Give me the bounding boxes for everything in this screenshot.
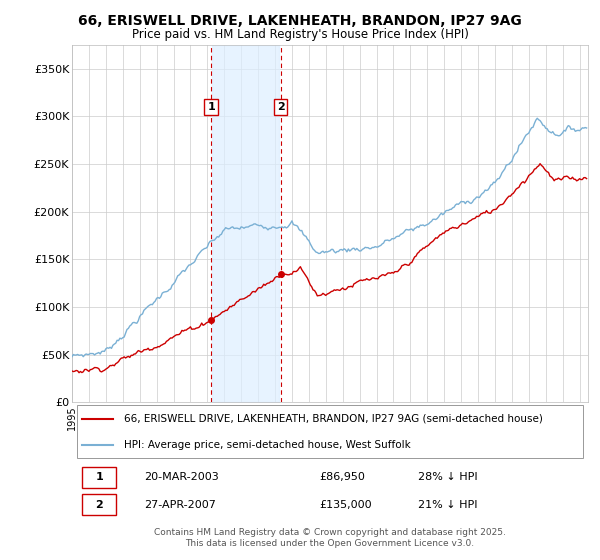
- Text: 21% ↓ HPI: 21% ↓ HPI: [418, 500, 477, 510]
- Text: 2: 2: [277, 102, 284, 112]
- FancyBboxPatch shape: [82, 467, 116, 488]
- Text: 66, ERISWELL DRIVE, LAKENHEATH, BRANDON, IP27 9AG (semi-detached house): 66, ERISWELL DRIVE, LAKENHEATH, BRANDON,…: [124, 414, 542, 424]
- Text: Contains HM Land Registry data © Crown copyright and database right 2025.
This d: Contains HM Land Registry data © Crown c…: [154, 528, 506, 548]
- Text: 1: 1: [207, 102, 215, 112]
- Text: £86,950: £86,950: [320, 473, 365, 482]
- FancyBboxPatch shape: [82, 494, 116, 515]
- Text: 66, ERISWELL DRIVE, LAKENHEATH, BRANDON, IP27 9AG: 66, ERISWELL DRIVE, LAKENHEATH, BRANDON,…: [78, 14, 522, 28]
- Text: 27-APR-2007: 27-APR-2007: [144, 500, 216, 510]
- Text: £135,000: £135,000: [320, 500, 373, 510]
- Text: 1: 1: [95, 473, 103, 482]
- FancyBboxPatch shape: [77, 405, 583, 458]
- Text: HPI: Average price, semi-detached house, West Suffolk: HPI: Average price, semi-detached house,…: [124, 440, 410, 450]
- Text: 20-MAR-2003: 20-MAR-2003: [144, 473, 219, 482]
- Text: 2: 2: [95, 500, 103, 510]
- Text: 28% ↓ HPI: 28% ↓ HPI: [418, 473, 478, 482]
- Text: Price paid vs. HM Land Registry's House Price Index (HPI): Price paid vs. HM Land Registry's House …: [131, 28, 469, 41]
